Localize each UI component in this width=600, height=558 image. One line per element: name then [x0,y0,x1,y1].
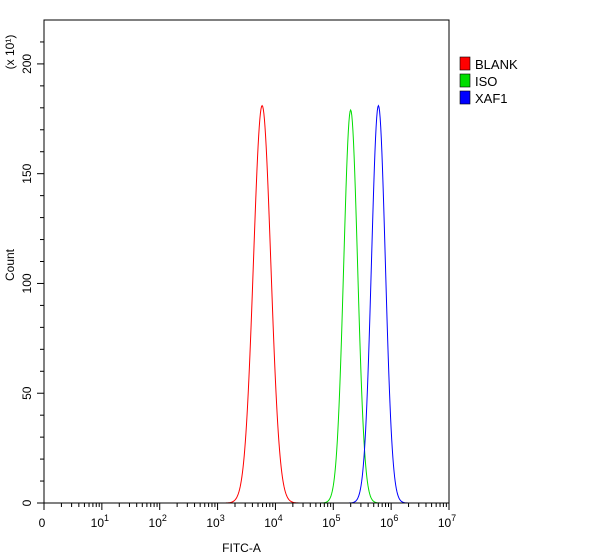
legend: BLANK ISO XAF1 [459,56,518,106]
x-tick-label: 102 [149,513,167,530]
y-multiplier-label: (x 10¹) [3,35,17,70]
legend-label-iso: ISO [475,74,497,89]
x-tick-label: 101 [91,513,109,530]
legend-swatch-xaf1 [459,90,471,105]
x-tick-label: 104 [264,513,282,530]
y-tick-label: 50 [20,386,34,400]
series-line-iso [44,108,449,504]
x-tick-label: 0 [39,516,46,530]
series-line-xaf1 [44,104,449,504]
plot-area [44,104,449,504]
series-line-blank [44,104,449,504]
y-tick-label: 150 [20,163,34,183]
legend-label-blank: BLANK [475,57,518,72]
x-tick-label: 106 [380,513,398,530]
axes: 0 101 102 103 104 105 106 107 0 50 100 150 200 FITC-A… [3,19,456,555]
x-tick-label: 107 [438,513,456,530]
x-tick-label: 103 [206,513,224,530]
legend-swatch-iso [459,73,471,88]
y-axis-label: Count [3,248,17,281]
y-tick-label: 100 [20,273,34,293]
x-axis-label: FITC-A [222,541,261,555]
x-tick-label: 105 [322,513,340,530]
y-tick-label: 0 [20,499,34,506]
legend-swatch-blank [459,56,471,71]
y-tick-label: 200 [20,54,34,74]
legend-label-xaf1: XAF1 [475,91,508,106]
